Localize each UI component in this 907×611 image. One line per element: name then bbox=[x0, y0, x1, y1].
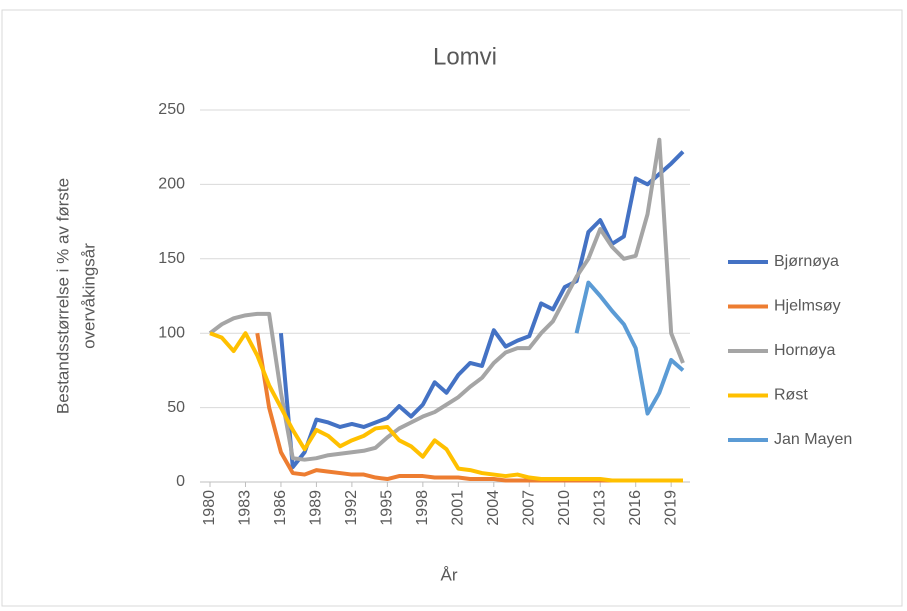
y-axis-title-line: Bestandsstørrelse i % av første bbox=[53, 178, 72, 414]
x-tick-label: 2001 bbox=[450, 490, 467, 526]
legend-label: Røst bbox=[774, 387, 808, 404]
y-tick-label: 250 bbox=[158, 101, 185, 118]
y-axis-title-line: overvåkingsår bbox=[79, 243, 98, 349]
x-tick-label: 1995 bbox=[379, 490, 396, 526]
y-tick-label: 150 bbox=[158, 250, 185, 267]
x-tick-label: 1986 bbox=[272, 490, 289, 526]
x-tick-label: 1983 bbox=[237, 490, 254, 526]
chart-title: Lomvi bbox=[433, 43, 497, 70]
legend-label: Jan Mayen bbox=[774, 431, 852, 448]
y-tick-label: 200 bbox=[158, 176, 185, 193]
y-tick-label: 50 bbox=[167, 399, 185, 416]
x-tick-label: 2016 bbox=[627, 490, 644, 526]
x-axis-title: År bbox=[441, 565, 458, 584]
x-tick-label: 1992 bbox=[343, 490, 360, 526]
x-tick-label: 1980 bbox=[201, 490, 218, 526]
x-tick-label: 2004 bbox=[485, 490, 502, 526]
x-tick-label: 2007 bbox=[520, 490, 537, 526]
x-tick-label: 1989 bbox=[308, 490, 325, 526]
x-tick-label: 1998 bbox=[414, 490, 431, 526]
legend-label: Hornøya bbox=[774, 342, 835, 359]
x-tick-label: 2013 bbox=[591, 490, 608, 526]
y-tick-label: 100 bbox=[158, 324, 185, 341]
y-tick-label: 0 bbox=[176, 473, 185, 490]
x-tick-label: 2010 bbox=[556, 490, 573, 526]
y-axis-title: Bestandsstørrelse i % av første overvåki… bbox=[53, 178, 98, 414]
series-line bbox=[209, 331, 683, 483]
series-line bbox=[574, 280, 685, 416]
series-line bbox=[278, 150, 685, 470]
legend-label: Hjelmsøy bbox=[774, 298, 841, 315]
series-line bbox=[208, 137, 685, 462]
x-tick-label: 2019 bbox=[662, 490, 679, 526]
legend-label: Bjørnøya bbox=[774, 253, 839, 270]
